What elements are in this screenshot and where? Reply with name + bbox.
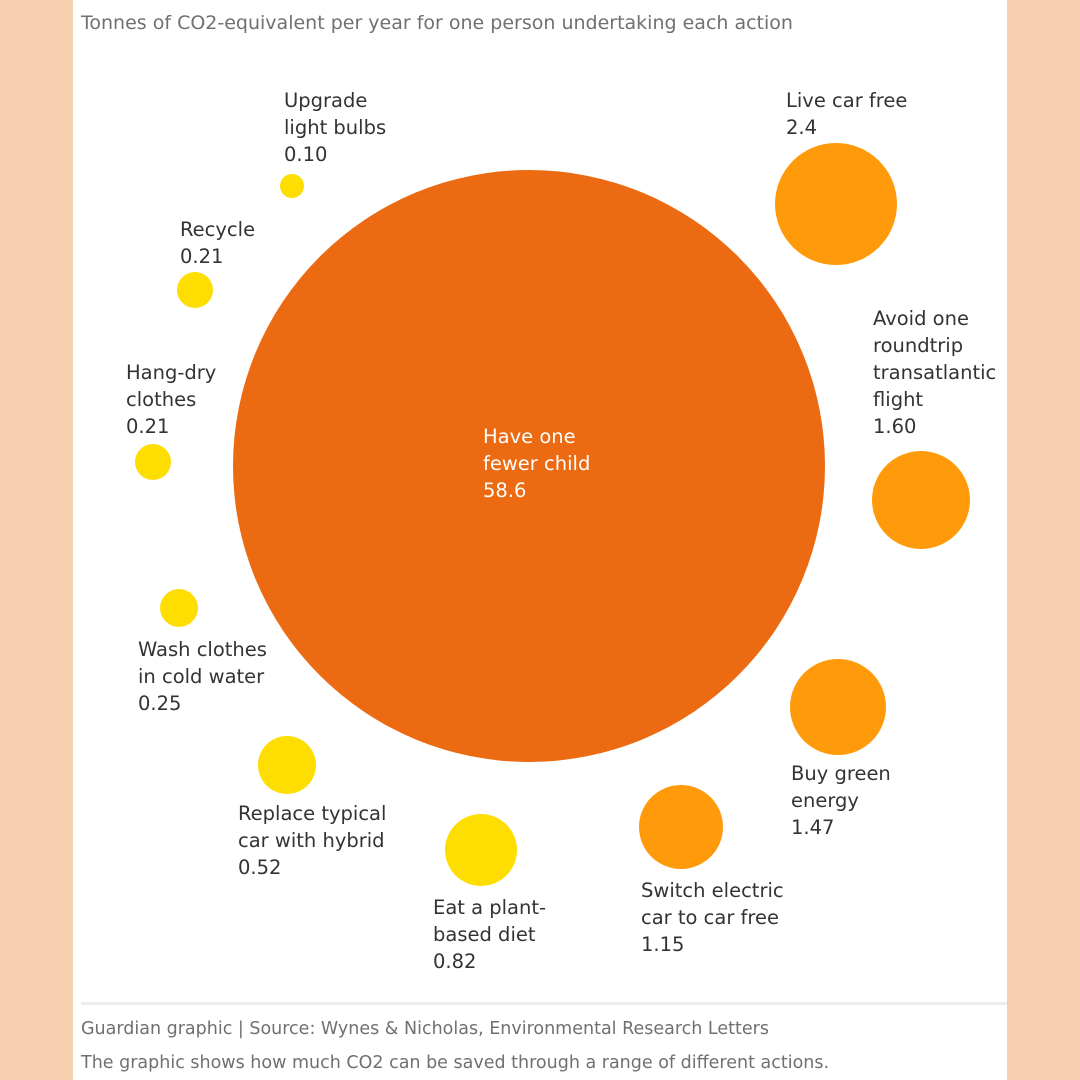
bubble-label: Eat a plant-based diet 0.82 <box>433 894 546 975</box>
bubble-value: 0.25 <box>138 692 182 715</box>
source-note: Guardian graphic | Source: Wynes & Nicho… <box>81 1019 769 1039</box>
bubble-label: Replace typical car with hybrid 0.52 <box>238 800 386 881</box>
bubble <box>258 736 316 794</box>
bubble-label-line: Wash clothes <box>138 638 267 661</box>
bubble-label-line: car to car free <box>641 906 779 929</box>
bubble-label-line: car with hybrid <box>238 829 385 852</box>
bubble-value: 0.21 <box>126 415 170 438</box>
bubble-label: Switch electric car to car free 1.15 <box>641 877 784 958</box>
bubble-label-line: Upgrade <box>284 89 368 112</box>
bubble <box>280 174 304 198</box>
bubble-label: Upgrade light bulbs 0.10 <box>284 87 386 168</box>
bubble <box>790 659 886 755</box>
bubble <box>160 589 198 627</box>
bubble <box>775 143 897 265</box>
bubble <box>872 451 970 549</box>
bubble <box>177 272 213 308</box>
bubble-label-line: clothes <box>126 388 197 411</box>
bubble-label-line: Live car free <box>786 89 908 112</box>
chart-title: Tonnes of CO2-equivalent per year for on… <box>81 12 793 34</box>
bubble-label-line: based diet <box>433 923 536 946</box>
bubble-label: Hang-dry clothes 0.21 <box>126 359 216 440</box>
bubble-label-line: fewer child <box>483 452 591 475</box>
bubble-label-line: Eat a plant- <box>433 896 547 919</box>
bubble-value: 0.10 <box>284 143 328 166</box>
bubble <box>445 814 517 886</box>
bubble-label: Live car free 2.4 <box>786 87 907 141</box>
bubble-label-line: energy <box>791 789 859 812</box>
bubble-label-line: Hang-dry <box>126 361 217 384</box>
bubble-label-line: transatlantic <box>873 361 997 384</box>
bubble-label: Recycle 0.21 <box>180 216 255 270</box>
bubble-label-line: Avoid one <box>873 307 969 330</box>
bubble-value: 58.6 <box>483 479 527 502</box>
bubble <box>233 170 825 762</box>
bubble-label: Buy green energy 1.47 <box>791 760 891 841</box>
bubble-value: 0.52 <box>238 856 282 879</box>
bubble-value: 0.21 <box>180 245 224 268</box>
bubble <box>639 785 723 869</box>
bubble <box>135 444 171 480</box>
bubble-label-line: Replace typical <box>238 802 387 825</box>
bubble-label-line: Buy green <box>791 762 891 785</box>
divider <box>81 1002 1007 1005</box>
bubble-label-line: flight <box>873 388 924 411</box>
bubble-label-line: roundtrip <box>873 334 964 357</box>
bubble-label-line: Switch electric <box>641 879 784 902</box>
bubble-value: 1.47 <box>791 816 835 839</box>
bubble-value: 1.60 <box>873 415 917 438</box>
bubble-label-line: light bulbs <box>284 116 387 139</box>
caption: The graphic shows how much CO2 can be sa… <box>81 1053 830 1073</box>
bubble-label-line: Have one <box>483 425 576 448</box>
bubble-value: 0.82 <box>433 950 477 973</box>
bubble-label: Wash clothes in cold water 0.25 <box>138 636 267 717</box>
bubble-label-line: in cold water <box>138 665 265 688</box>
bubble-label: Have one fewer child 58.6 <box>483 423 590 504</box>
bubble-label: Avoid one roundtrip transatlantic flight 1.6… <box>873 305 996 440</box>
bubble-label-line: Recycle <box>180 218 256 241</box>
bubble-value: 1.15 <box>641 933 685 956</box>
bubble-value: 2.4 <box>786 116 818 139</box>
